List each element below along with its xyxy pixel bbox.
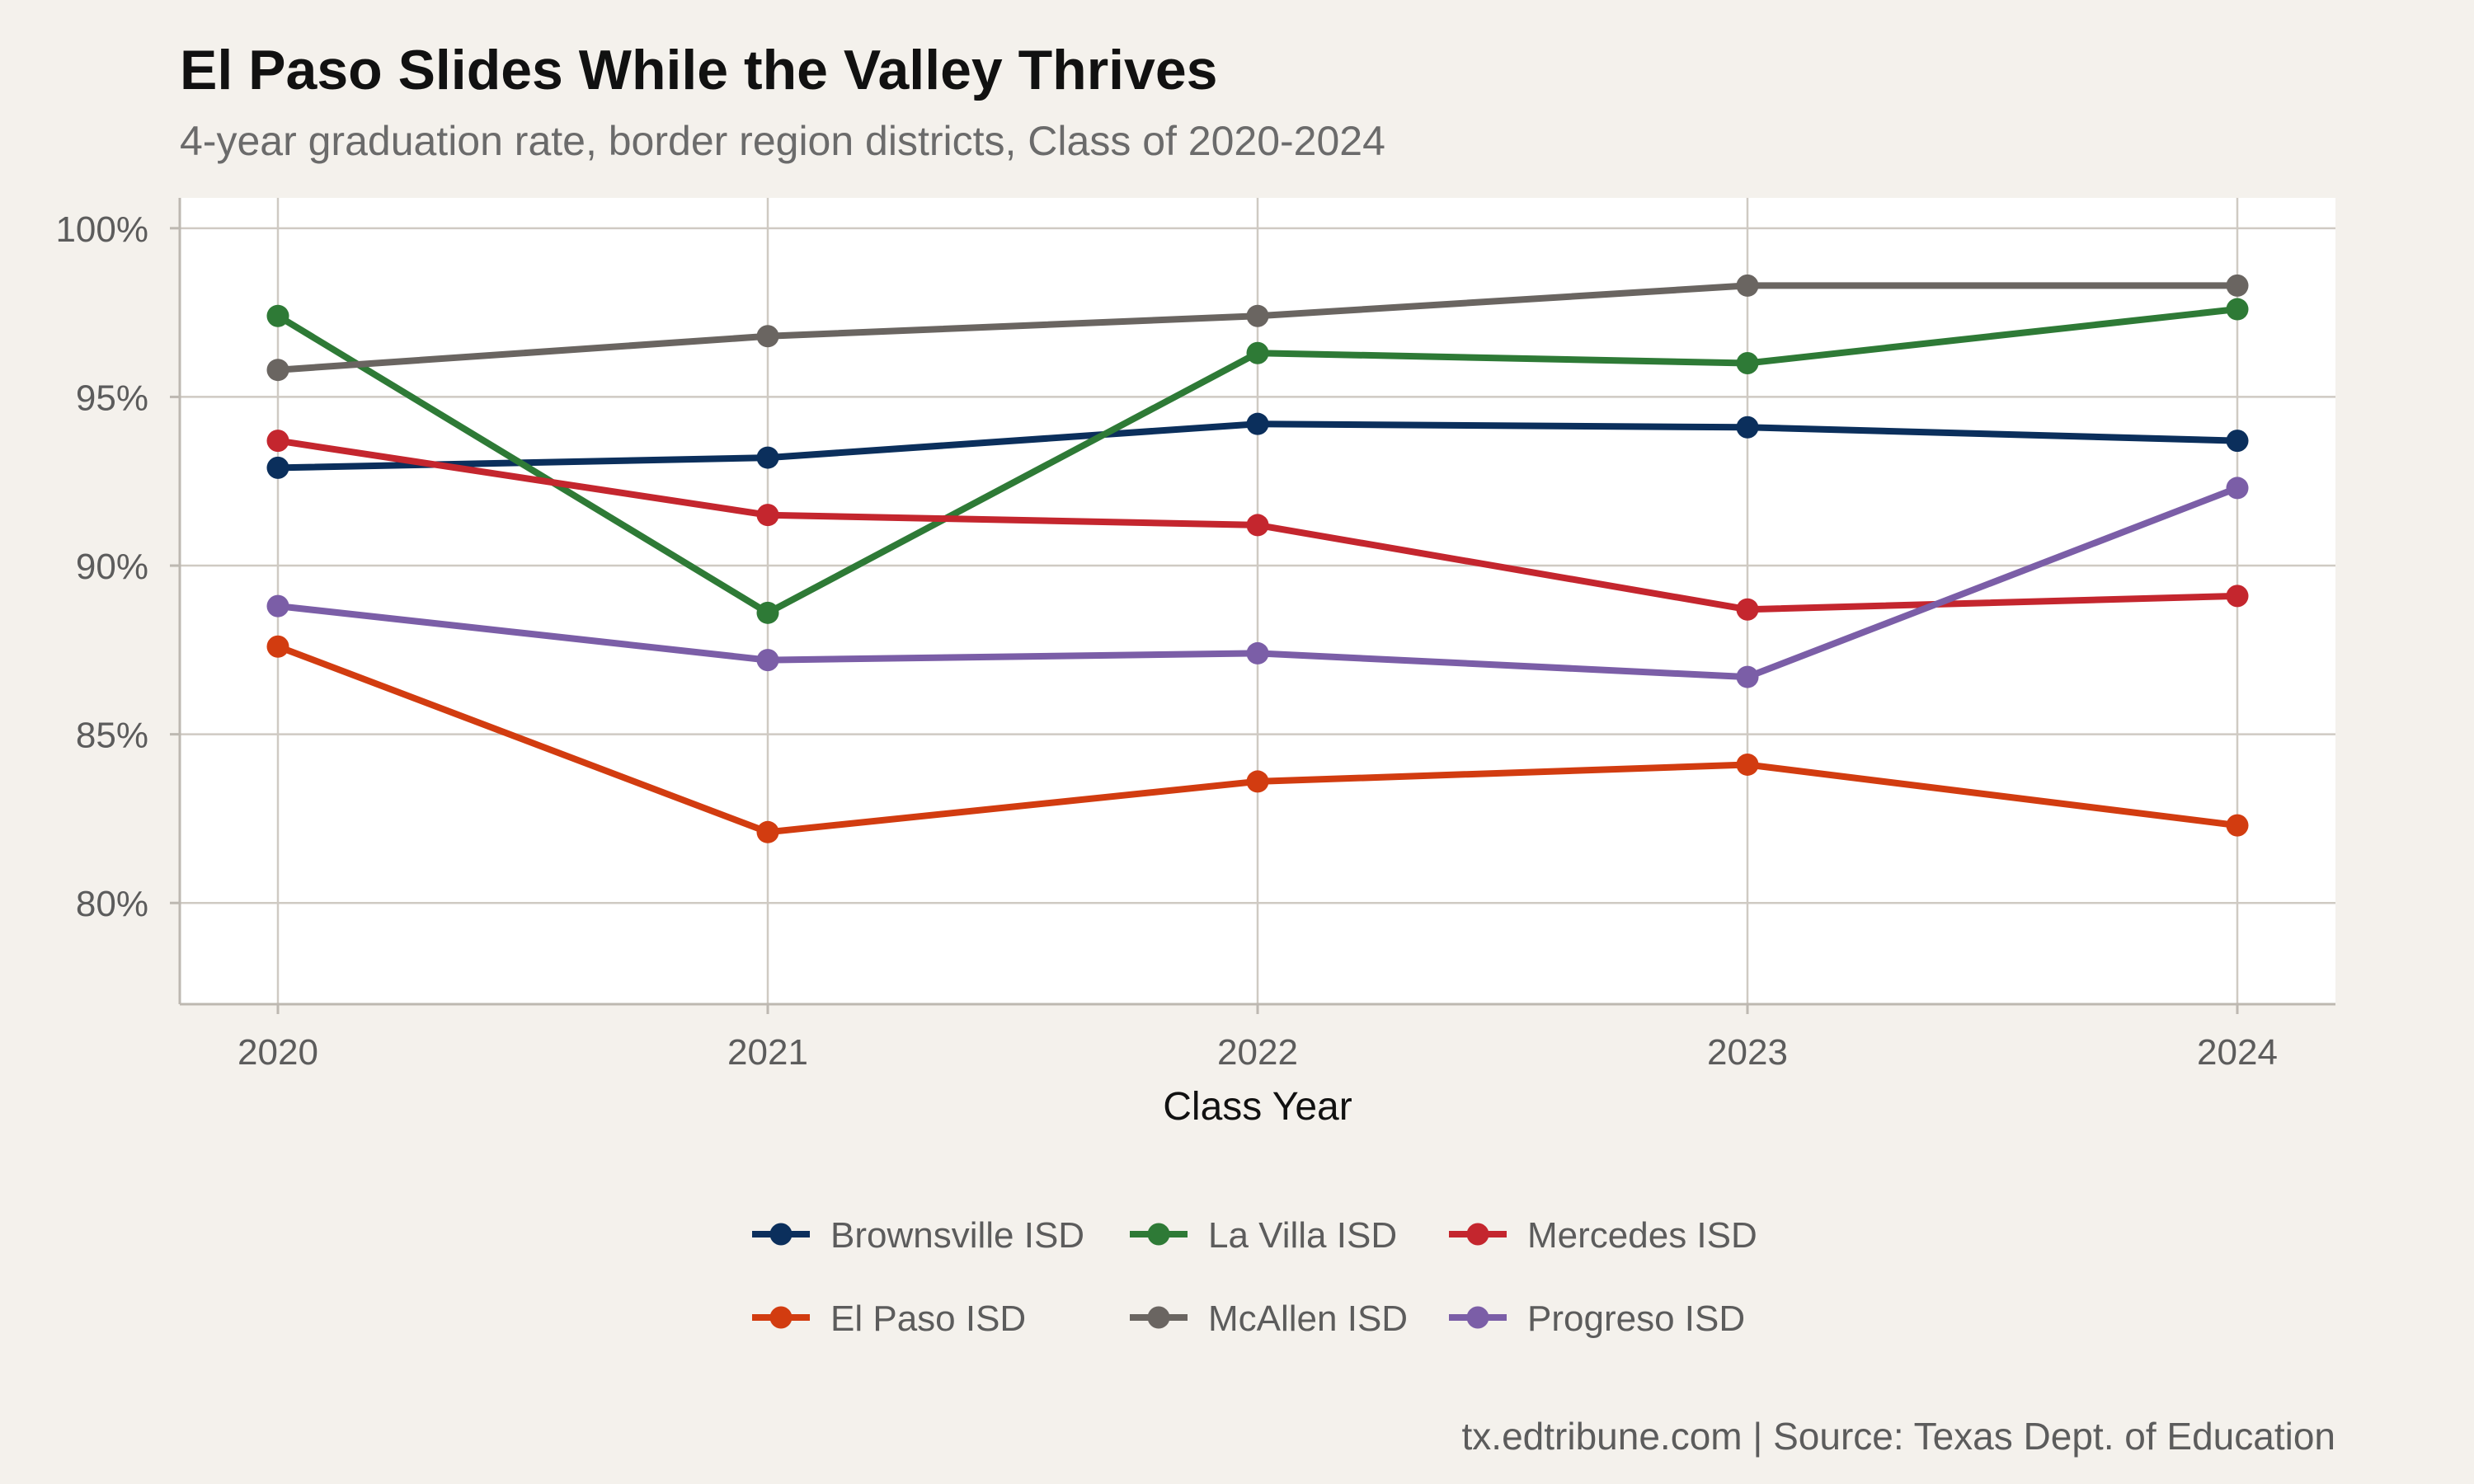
legend-label: Mercedes ISD — [1527, 1215, 1757, 1256]
x-tick-label: 2021 — [727, 1032, 808, 1073]
data-point-mcallen-isd — [1736, 274, 1759, 297]
data-point-brownsville-isd — [1246, 412, 1269, 435]
series-layer — [266, 274, 2249, 843]
data-point-el-paso-isd — [1246, 770, 1269, 793]
chart-caption: tx.edtribune.com | Source: Texas Dept. o… — [1462, 1415, 2335, 1458]
x-tick-label: 2022 — [1217, 1032, 1298, 1073]
data-point-progreso-isd — [2226, 477, 2249, 500]
legend-key-point — [769, 1223, 793, 1246]
data-point-progreso-isd — [266, 594, 289, 618]
x-axis-ticks: 2020 2021 2022 2023 2024 — [238, 1004, 2278, 1073]
data-point-el-paso-isd — [756, 820, 779, 843]
legend-item-progreso-isd: Progreso ISD — [1449, 1298, 1745, 1339]
legend-item-la-villa-isd: La Villa ISD — [1130, 1215, 1397, 1256]
data-point-mcallen-isd — [1246, 304, 1269, 327]
y-axis-ticks: 80% 85% 90% 95% 100% — [55, 209, 180, 924]
legend-item-brownsville-isd: Brownsville ISD — [752, 1215, 1084, 1256]
data-point-la-villa-isd — [2226, 298, 2249, 321]
legend-label: La Villa ISD — [1208, 1215, 1397, 1256]
x-tick-label: 2023 — [1707, 1032, 1788, 1073]
y-tick-label: 90% — [76, 547, 148, 587]
data-point-la-villa-isd — [266, 304, 289, 327]
series-progreso-isd — [266, 477, 2249, 688]
x-tick-label: 2020 — [238, 1032, 318, 1073]
series-brownsville-isd — [266, 412, 2249, 479]
legend-item-el-paso-isd: El Paso ISD — [752, 1298, 1026, 1339]
data-point-mcallen-isd — [2226, 274, 2249, 297]
legend-label: El Paso ISD — [830, 1298, 1026, 1339]
data-point-la-villa-isd — [1736, 352, 1759, 375]
legend-key-point — [1147, 1223, 1170, 1246]
legend-label: Brownsville ISD — [830, 1215, 1084, 1256]
data-point-mercedes-isd — [1736, 598, 1759, 621]
series-el-paso-isd — [266, 635, 2249, 843]
series-la-villa-isd — [266, 298, 2249, 624]
x-axis-label: Class Year — [1163, 1085, 1352, 1129]
data-point-brownsville-isd — [266, 456, 289, 479]
data-point-mercedes-isd — [2226, 585, 2249, 608]
legend-key-point — [1466, 1223, 1489, 1246]
chart-title: El Paso Slides While the Valley Thrives — [180, 39, 1218, 101]
series-mercedes-isd — [266, 430, 2249, 621]
y-tick-label: 80% — [76, 884, 148, 924]
data-point-progreso-isd — [756, 649, 779, 672]
legend-item-mercedes-isd: Mercedes ISD — [1449, 1215, 1757, 1256]
legend-label: Progreso ISD — [1527, 1298, 1745, 1339]
data-point-mercedes-isd — [266, 430, 289, 453]
y-tick-label: 85% — [76, 716, 148, 756]
data-point-mercedes-isd — [756, 504, 779, 527]
data-point-el-paso-isd — [266, 635, 289, 658]
data-point-mcallen-isd — [756, 325, 779, 348]
legend-key-point — [769, 1306, 793, 1329]
series-mcallen-isd — [266, 274, 2249, 382]
data-point-progreso-isd — [1246, 641, 1269, 665]
legend-key-point — [1466, 1306, 1489, 1329]
y-tick-label: 95% — [76, 378, 148, 418]
y-tick-label: 100% — [55, 209, 148, 250]
data-point-mercedes-isd — [1246, 514, 1269, 537]
data-point-mcallen-isd — [266, 359, 289, 382]
chart-subtitle: 4-year graduation rate, border region di… — [180, 118, 1385, 164]
data-point-el-paso-isd — [2226, 814, 2249, 837]
data-point-la-villa-isd — [756, 601, 779, 624]
legend-label: McAllen ISD — [1208, 1298, 1408, 1339]
data-point-el-paso-isd — [1736, 753, 1759, 776]
data-point-brownsville-isd — [1736, 416, 1759, 439]
legend: Brownsville ISD La Villa ISD Mercedes ISD E… — [752, 1215, 1757, 1339]
legend-key-point — [1147, 1306, 1170, 1329]
data-point-brownsville-isd — [2226, 430, 2249, 453]
data-point-la-villa-isd — [1246, 341, 1269, 364]
x-tick-label: 2024 — [2197, 1032, 2278, 1073]
data-point-progreso-isd — [1736, 665, 1759, 688]
legend-item-mcallen-isd: McAllen ISD — [1130, 1298, 1408, 1339]
data-point-brownsville-isd — [756, 446, 779, 469]
